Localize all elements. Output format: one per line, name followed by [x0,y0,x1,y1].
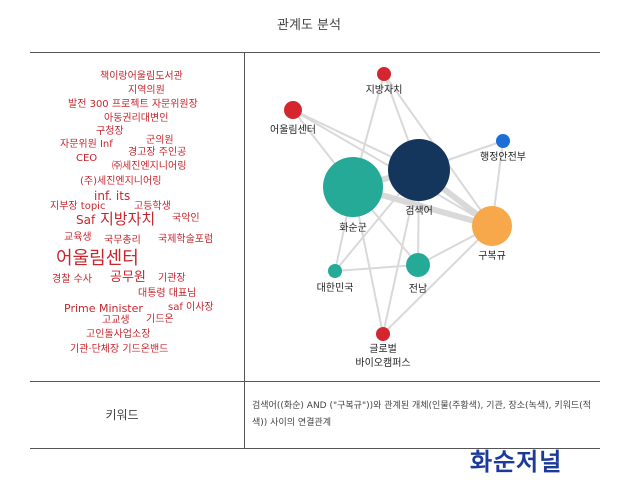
word-cloud-term: (주)세진엔지니어링 [80,176,162,187]
network-node-label: 대한민국 [317,282,354,294]
word-cloud-term: 발전 300 프로젝트 자문위원장 [68,99,198,110]
bottom-divider [30,448,600,449]
word-cloud-term: 군의원 [146,135,174,146]
network-node [406,253,430,277]
network-node [496,134,510,148]
network-edge [334,264,419,272]
word-cloud-term: 지역의원 [128,85,165,96]
word-cloud-term: 대통령 대표님 [138,288,197,299]
network-node [328,264,342,278]
word-cloud-term: saf 이사장 [168,302,214,313]
column-divider [244,52,245,448]
word-cloud-term: 기관·단체장 기드온밴드 [70,344,169,355]
network-node-label: 구복규 [478,250,506,262]
word-cloud-term: 책이랑어울림도서관 [100,71,183,82]
word-cloud-term: CEO [76,153,98,164]
network-node-label: 지방자치 [366,84,403,96]
word-cloud-term: 경고장 주인공 [128,147,187,158]
word-cloud-term: 자문위원 Inf [60,139,113,150]
top-divider [30,52,600,53]
word-cloud-term: 고인돌사업소장 [86,329,151,340]
network-node-label: 전남 [409,283,427,295]
network-node [377,67,391,81]
word-cloud-term: 경찰 수사 [52,274,92,285]
word-cloud-term: 교육생 [64,232,92,243]
word-cloud-term: 기드온 [146,314,174,325]
network-edge [382,225,493,335]
network-node [472,206,512,246]
keyword-label: 키워드 [105,408,139,422]
word-cloud-term: 공무원 [110,270,146,285]
description-text: 검색어((화순) AND ("구복규"))와 관계된 개체(인물(주황색), 기… [252,401,591,428]
network-node-label: 행정안전부 [480,151,526,163]
network-node-label: 어울림센터 [270,124,316,136]
middle-divider [30,381,600,382]
network-node [323,157,383,217]
brand-logo: 화순저널 [470,447,563,476]
page-title: 관계도 분석 [277,18,341,33]
word-cloud-term: Saf [76,213,96,227]
network-node-label: 글로벌 [369,343,397,355]
word-cloud-term: 국무총리 [104,235,141,246]
word-cloud-term: 국악인 [172,213,200,224]
network-node [388,139,450,201]
word-cloud-term: ㈜세진엔지니어링 [112,161,187,172]
network-node [376,327,390,341]
word-cloud-term: Prime Minister [64,302,143,315]
word-cloud-term: 구청장 [96,126,124,137]
word-cloud-term: 고등학생 [134,201,171,212]
word-cloud-term: inf. its [94,189,131,203]
network-node-label: 화순군 [339,222,367,234]
word-cloud-term: 어울림센터 [56,248,139,269]
network-node-label: 바이오캠퍼스 [355,357,410,369]
network-node [284,101,302,119]
word-cloud-term: 고교생 [102,315,130,326]
word-cloud-term: 아동권리대변인 [104,113,169,124]
network-node-label: 검색어 [405,205,433,217]
word-cloud-term: 지방자치 [100,210,156,228]
word-cloud-term: 지부장 topic [50,201,106,212]
word-cloud-term: 국제학술포럼 [158,234,214,245]
word-cloud-term: 기관장 [158,273,186,284]
